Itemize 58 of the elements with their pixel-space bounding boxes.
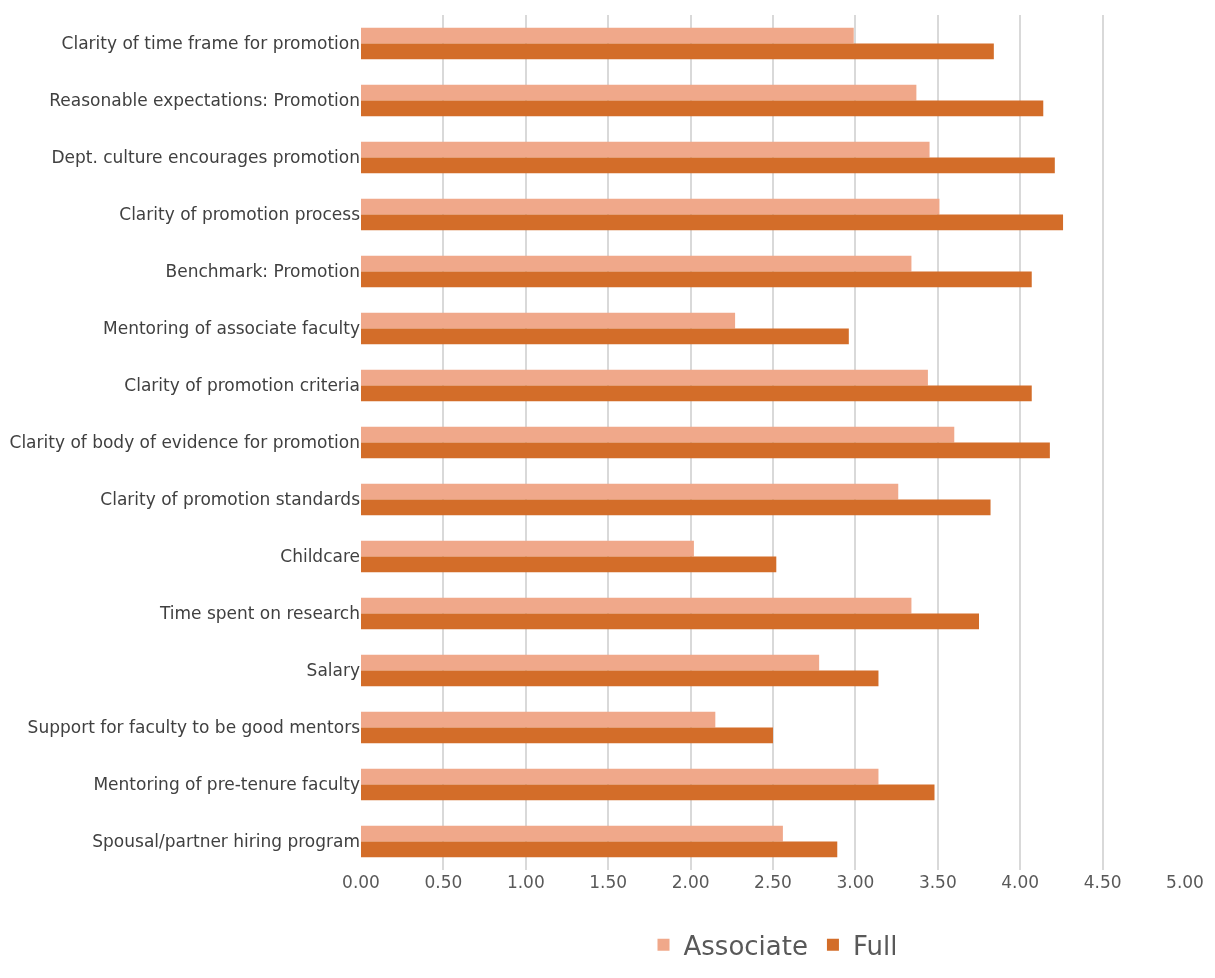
bar <box>361 385 1032 402</box>
bar <box>361 442 1050 459</box>
bar <box>361 214 1064 231</box>
bar <box>361 312 736 329</box>
bar <box>361 613 979 630</box>
bar <box>361 426 955 443</box>
x-tick-label: 1.50 <box>589 872 628 892</box>
y-tick-label: Time spent on research <box>158 603 360 624</box>
bar <box>361 768 879 785</box>
bar <box>361 100 1044 117</box>
bar <box>361 483 899 500</box>
y-tick-label: Clarity of promotion criteria <box>124 375 360 396</box>
y-tick-label: Salary <box>306 660 360 681</box>
bar <box>361 841 838 858</box>
x-tick-label: 3.00 <box>836 872 875 892</box>
x-tick-label: 0.00 <box>342 872 380 892</box>
y-tick-label: Childcare <box>280 546 360 567</box>
bar <box>361 727 773 744</box>
legend-label: Full <box>852 930 898 961</box>
y-tick-label: Mentoring of pre-tenure faculty <box>93 774 360 795</box>
x-tick-label: 0.50 <box>424 872 463 892</box>
bar <box>361 654 820 671</box>
x-tick-label: 2.50 <box>754 872 792 892</box>
bar <box>361 328 849 345</box>
x-tick-label: 1.00 <box>506 872 545 892</box>
bar <box>361 670 879 687</box>
y-tick-label: Clarity of body of evidence for promotion <box>9 432 360 453</box>
x-tick-label: 3.50 <box>918 872 957 892</box>
y-tick-label: Dept. culture encourages promotion <box>51 147 360 168</box>
bar <box>361 784 935 801</box>
y-tick-label: Clarity of time frame for promotion <box>61 33 360 54</box>
x-tick-label: 5.00 <box>1166 872 1204 892</box>
bar <box>361 597 912 614</box>
bar <box>361 157 1055 174</box>
y-tick-label: Clarity of promotion standards <box>100 489 361 510</box>
y-tick-label: Mentoring of associate faculty <box>103 318 360 339</box>
y-tick-label: Reasonable expectations: Promotion <box>49 90 360 111</box>
y-tick-label: Spousal/partner hiring program <box>92 831 360 852</box>
y-tick-label: Support for faculty to be good mentors <box>27 717 361 738</box>
bar <box>361 255 912 272</box>
bar <box>361 141 930 158</box>
bar <box>361 825 783 842</box>
bar <box>361 27 854 44</box>
bar <box>361 556 777 573</box>
bar <box>361 499 991 516</box>
bar <box>361 711 716 728</box>
x-tick-label: 4.50 <box>1083 872 1122 892</box>
bar <box>361 540 694 557</box>
bar <box>361 43 994 60</box>
legend-label: Associate <box>683 930 808 961</box>
bar <box>361 369 928 386</box>
y-tick-label: Benchmark: Promotion <box>165 261 360 282</box>
bar <box>361 271 1032 288</box>
x-tick-label: 4.00 <box>1001 872 1040 892</box>
y-tick-label: Clarity of promotion process <box>119 204 361 225</box>
x-tick-label: 2.00 <box>671 872 710 892</box>
bar <box>361 198 940 215</box>
bar <box>361 84 917 101</box>
